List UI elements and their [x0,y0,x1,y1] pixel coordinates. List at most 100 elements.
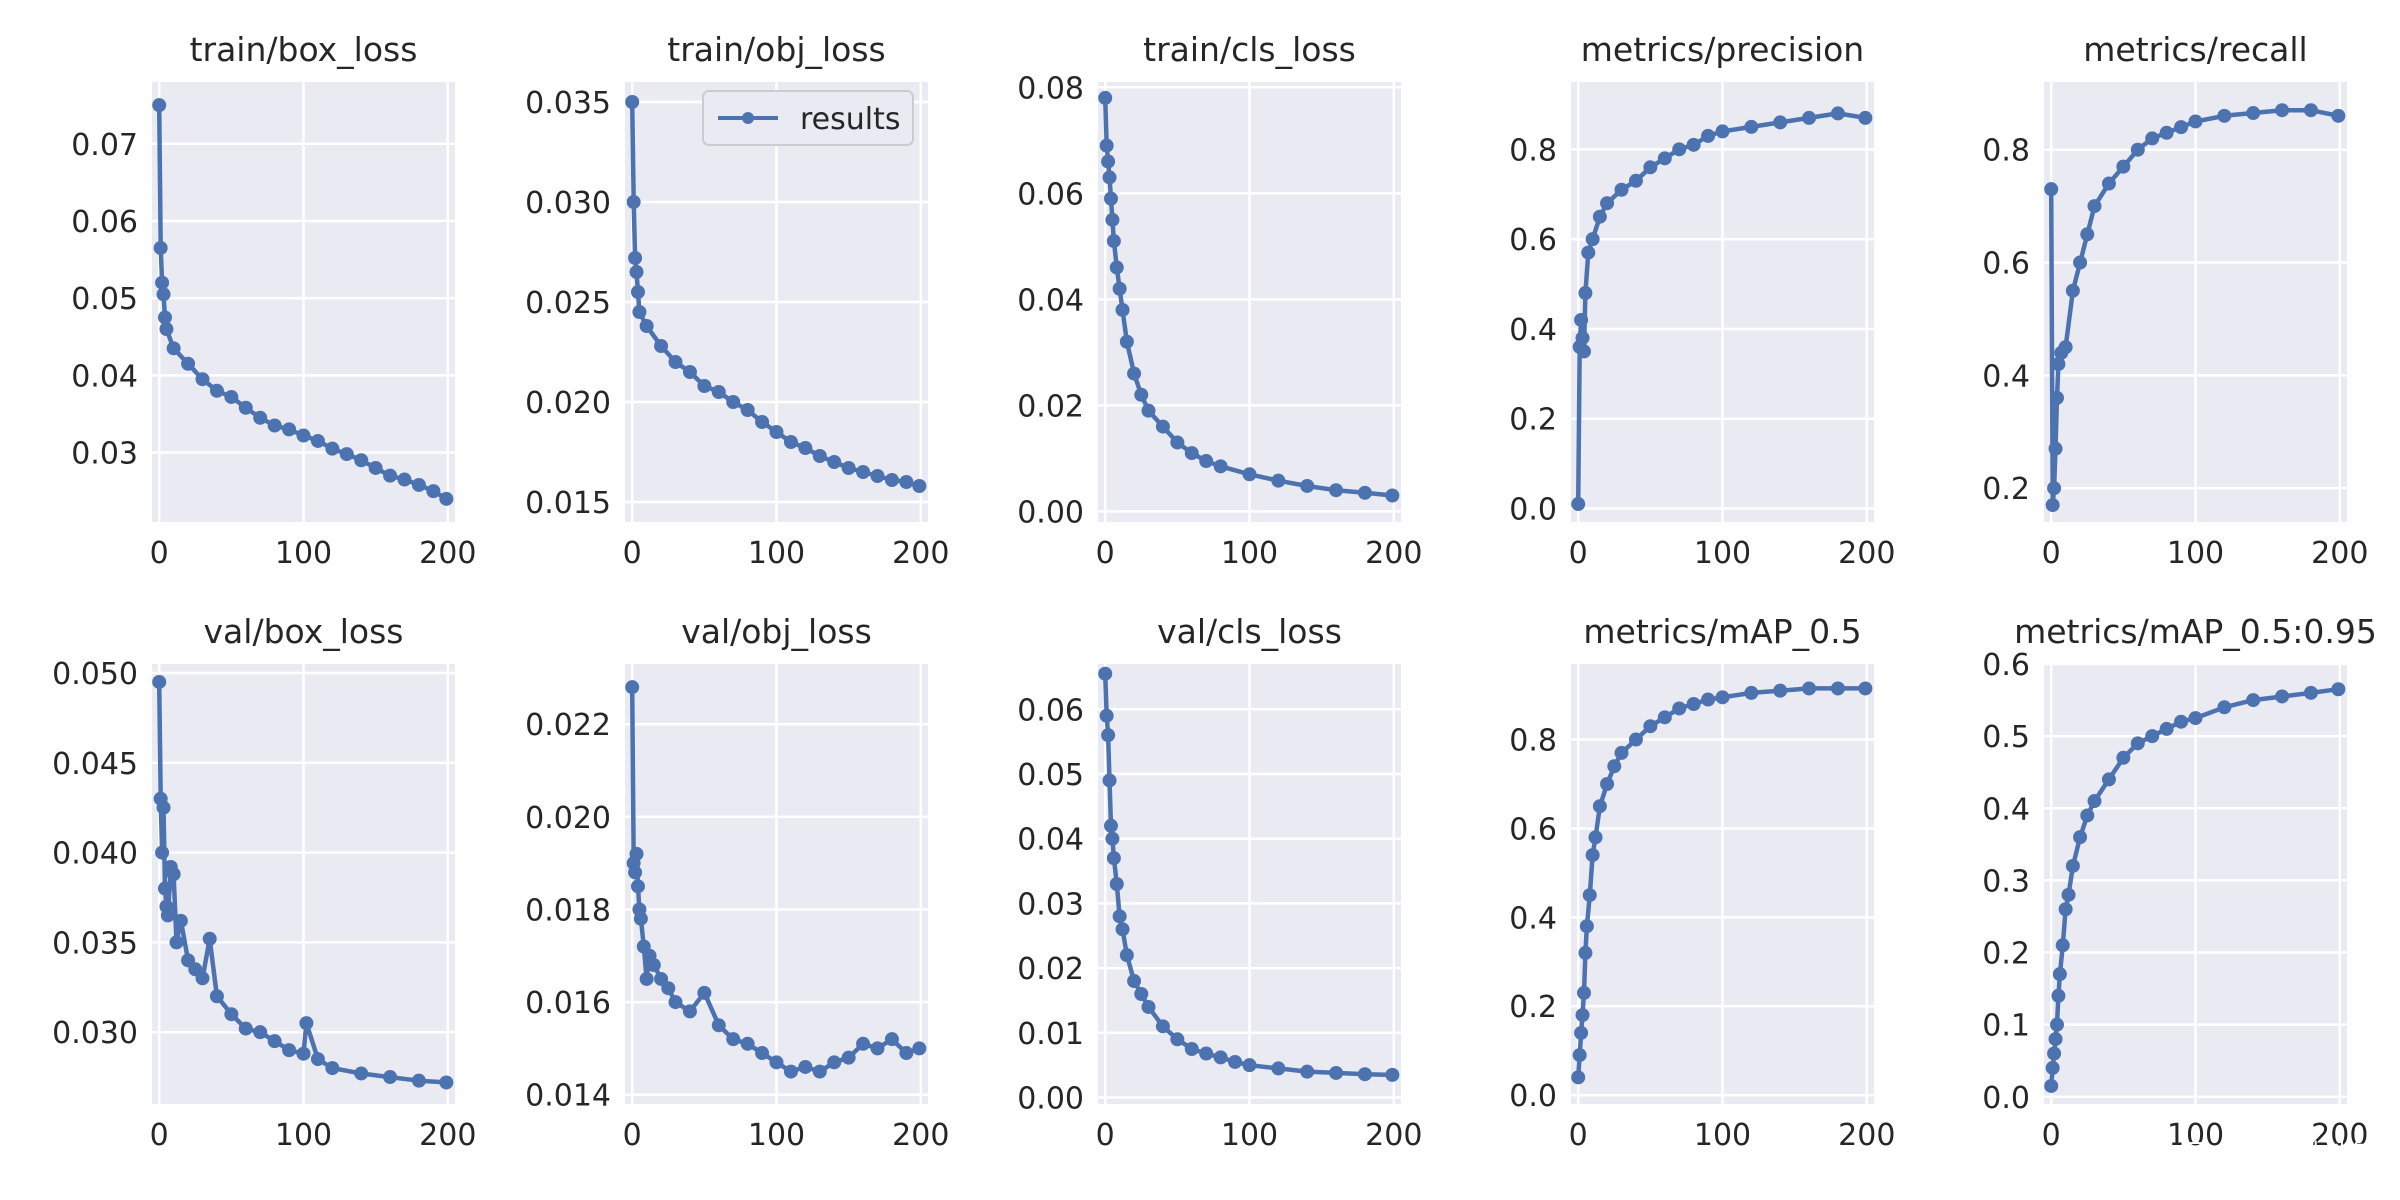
y-tick-label: 0.6 [1982,247,2030,282]
data-point [1575,1008,1590,1023]
data-point [1105,831,1120,846]
y-tick-label: 0.8 [1982,134,2030,169]
data-point [209,989,224,1004]
data-point [2065,283,2080,298]
y-tick-label: 0.0 [1509,493,1557,528]
data-point [870,1041,885,1056]
data-point [1300,478,1315,493]
data-point [2058,902,2073,917]
data-point [1109,260,1124,275]
data-point [668,355,683,369]
data-point [1574,1025,1589,1040]
y-tick-label: 0.016 [525,986,611,1021]
subplot-title: train/obj_loss [667,30,885,69]
x-tick-label: 0 [150,1118,169,1153]
y-tick-label: 0.6 [1509,812,1557,847]
data-point [2051,988,2066,1003]
x-tick-label: 200 [1838,536,1895,571]
y-tick-label: 0.00 [1017,495,1084,530]
data-point [870,469,885,483]
y-tick-label: 0.00 [1017,1082,1084,1117]
y-tick-label: 0.2 [1982,937,2030,972]
y-tick-label: 0.025 [525,286,611,321]
y-tick-label: 0.014 [525,1079,611,1114]
data-point [2047,481,2062,496]
data-point [633,911,648,926]
data-point [1744,685,1759,700]
data-point [411,477,426,492]
data-point [155,845,170,860]
data-point [646,958,661,973]
y-tick-label: 0.05 [71,282,138,317]
data-point [1600,196,1615,211]
x-tick-label: 200 [1365,1118,1422,1153]
subplot-title: train/box_loss [190,30,418,69]
data-point [639,971,654,986]
x-tick-label: 200 [419,536,476,571]
data-point [1141,403,1156,418]
data-point [2055,938,2070,953]
data-point [697,985,712,1000]
data-point [310,433,325,448]
x-tick-label: 100 [1221,536,1278,571]
data-point [2159,125,2174,140]
data-point [899,475,914,489]
data-point [884,1032,899,1047]
y-tick-label: 0.02 [1017,389,1084,424]
data-point [2116,159,2131,174]
data-point [282,422,297,437]
data-point [1686,697,1701,711]
data-point [1357,485,1372,500]
data-point [1614,745,1629,760]
data-point [1744,119,1759,134]
data-point [1628,732,1643,747]
data-point [2217,108,2232,123]
data-point [827,1055,842,1070]
data-point [1571,497,1586,512]
data-point [2087,794,2102,809]
x-tick-label: 100 [1694,1118,1751,1153]
x-tick-label: 200 [419,1118,476,1153]
data-point [1127,974,1142,989]
data-point [2061,887,2076,902]
x-tick-label: 0 [1569,1118,1588,1153]
data-point [1228,1054,1243,1069]
x-tick-label: 200 [2311,536,2368,571]
data-point [1329,1065,1344,1080]
data-point [1643,719,1658,734]
data-point [2116,750,2131,765]
y-tick-label: 0.022 [525,708,611,743]
data-point [2188,114,2203,129]
data-point [2130,736,2145,751]
data-point [2080,808,2095,823]
data-point [282,1043,297,1058]
data-point [625,95,640,109]
data-point [157,310,172,325]
data-point [632,305,647,319]
subplot-3: 0 100 200 0.00 0.02 0.04 0.06 0.08 train/cls_los… [1017,30,1422,571]
data-point [639,319,654,333]
data-point [1170,435,1185,450]
y-tick-label: 0.045 [52,747,138,782]
y-tick-label: 0.03 [1017,887,1084,922]
y-tick-label: 0.03 [71,437,138,472]
data-point [1134,387,1149,402]
data-point [856,1036,871,1051]
data-point [2275,103,2290,118]
data-point [195,971,210,986]
x-tick-label: 200 [2311,1118,2368,1153]
data-point [812,1064,827,1079]
legend-label: results [800,102,901,137]
data-point [1858,681,1873,696]
data-point [1106,234,1121,249]
y-tick-label: 0.5 [1982,720,2030,755]
data-point [1773,115,1788,130]
data-point [1585,848,1600,863]
data-point [1109,877,1124,891]
data-point [166,341,181,356]
data-point [2049,390,2064,405]
x-tick-label: 0 [150,536,169,571]
y-tick-label: 0.020 [525,801,611,836]
data-point [157,881,172,896]
data-point [1357,1067,1372,1082]
